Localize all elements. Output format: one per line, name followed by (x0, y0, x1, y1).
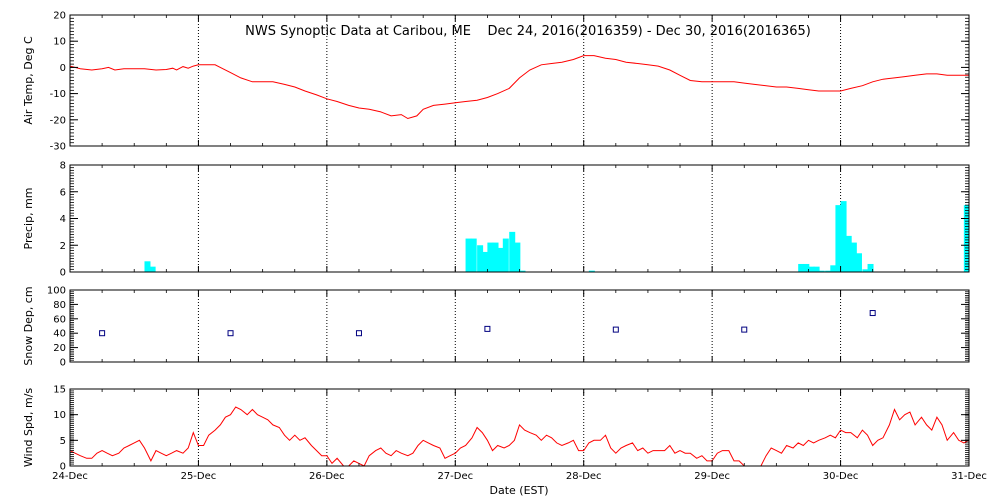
precip-bar (825, 270, 832, 272)
snow-panel: 100 80 60 40 20 0 Snow Dep, cm (22, 286, 970, 369)
snow-depth-point (484, 325, 491, 332)
precip-bar (502, 238, 509, 272)
x-axis-label: Date (EST) (489, 484, 548, 497)
precip-bar (867, 263, 874, 272)
precip-axis-label: Precip, mm (22, 188, 35, 250)
precip-bar (588, 270, 595, 272)
snow-ytick-label: 100 (47, 286, 66, 297)
snow-depth-point (227, 330, 234, 337)
temp-axis-label: Air Temp, Deg C (22, 36, 35, 125)
precip-bar (850, 242, 857, 272)
snow-ytick-label: 20 (53, 343, 66, 354)
wind-ytick-label: 15 (53, 385, 66, 396)
x-tick-label: 30-Dec (823, 471, 859, 482)
temp-ytick-label: -20 (50, 115, 66, 126)
temp-ytick-label: 10 (53, 37, 66, 48)
precip-bar (144, 261, 151, 272)
snow-ytick-label: 80 (53, 300, 66, 311)
precip-bar (818, 270, 825, 272)
precip-bar (963, 205, 969, 272)
temp-series-line (70, 55, 969, 120)
precip-bar (862, 269, 869, 272)
precip-bar (509, 231, 516, 272)
precip-bar (835, 205, 842, 272)
precip-bar (482, 251, 489, 272)
x-tick-label: 29-Dec (694, 471, 730, 482)
x-tick-label: 28-Dec (566, 471, 602, 482)
x-tick-label: 25-Dec (181, 471, 217, 482)
precip-bar (149, 266, 156, 272)
precip-ytick-label: 4 (60, 214, 66, 225)
precip-bar (803, 263, 810, 272)
snow-ytick-label: 0 (60, 358, 66, 369)
temp-ytick-label: -10 (50, 89, 66, 100)
x-tick-label: 27-Dec (437, 471, 473, 482)
snow-depth-point (741, 326, 748, 333)
precip-bar (808, 266, 815, 272)
temp-panel: 20 10 0 -10 -20 -30 Air Temp, Deg C (22, 11, 970, 153)
precip-bar (465, 238, 472, 272)
precip-ytick-label: 8 (60, 161, 66, 172)
snow-ytick-label: 40 (53, 329, 66, 340)
chart-title: NWS Synoptic Data at Caribou, ME Dec 24,… (245, 24, 811, 39)
precip-bar (519, 270, 526, 272)
precip-bar (477, 245, 484, 272)
precip-bar (514, 242, 521, 272)
snow-ytick-label: 60 (53, 314, 66, 325)
snow-axis-label: Snow Dep, cm (22, 286, 35, 365)
wind-ytick-label: 10 (53, 410, 66, 421)
wind-ytick-label: 5 (60, 436, 66, 447)
wind-panel: 15 10 5 0 Wind Spd, m/s (22, 385, 970, 473)
precip-bar (855, 253, 862, 272)
x-tick-label: 26-Dec (309, 471, 345, 482)
precip-panel: 8 6 4 2 0 Precip, mm (22, 161, 970, 279)
x-tick-label: 24-Dec (52, 471, 88, 482)
wind-ytick-label: 0 (60, 462, 66, 473)
precip-bar (845, 235, 852, 272)
temp-ytick-label: 0 (60, 63, 66, 74)
snow-depth-point (612, 326, 619, 333)
precip-bar (470, 238, 477, 272)
precip-ytick-label: 2 (60, 241, 66, 252)
wind-axis-label: Wind Spd, m/s (22, 388, 35, 468)
precip-bar (492, 242, 499, 272)
precip-bar (830, 265, 837, 272)
snow-depth-point (355, 330, 362, 337)
temp-ytick-label: 20 (53, 11, 66, 22)
snow-depth-point (869, 310, 876, 317)
precip-ytick-label: 6 (60, 187, 66, 198)
wind-series-line (70, 406, 969, 466)
precip-bar (497, 247, 504, 272)
precip-bar (840, 201, 847, 272)
precip-bar (813, 266, 820, 272)
temp-ytick-label: -30 (50, 142, 66, 153)
snow-depth-point (99, 330, 106, 337)
precip-bar (798, 263, 805, 272)
x-tick-label: 31-Dec (951, 471, 987, 482)
precip-bar (487, 242, 494, 272)
precip-ytick-label: 0 (60, 268, 66, 279)
